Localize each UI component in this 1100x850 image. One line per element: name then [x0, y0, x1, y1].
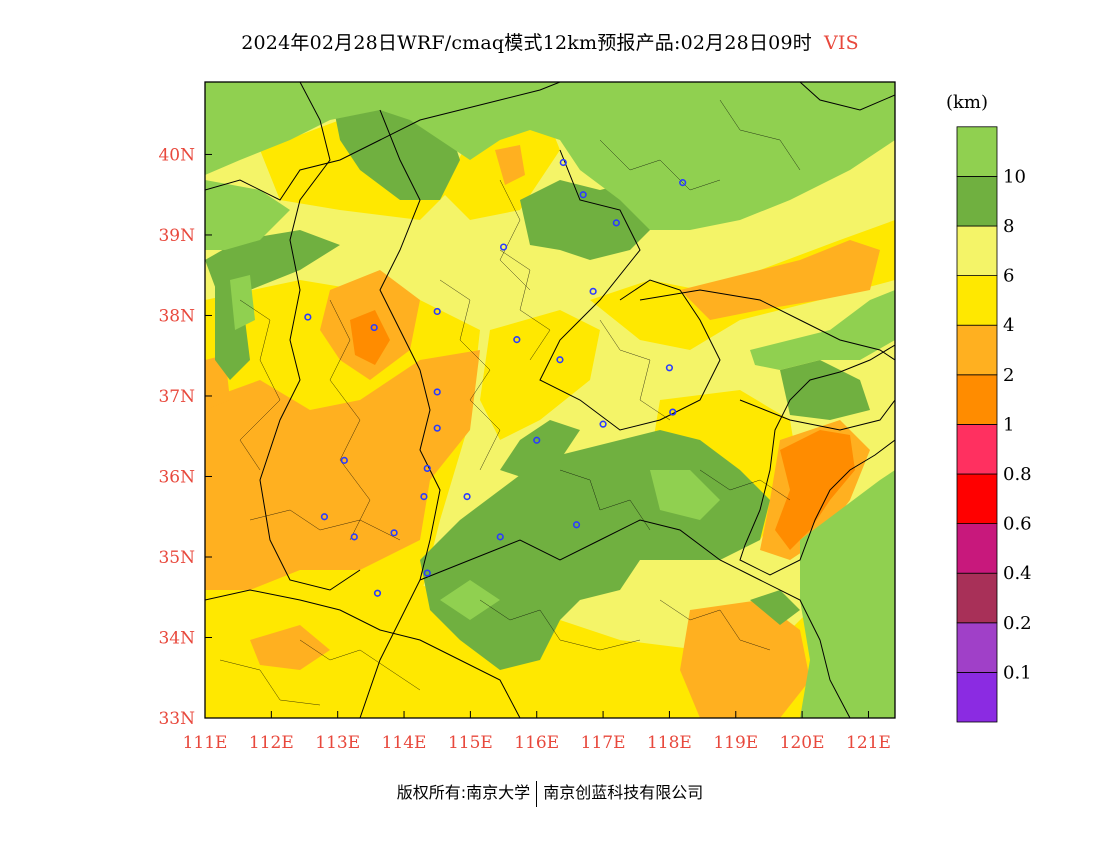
city-marker [579, 191, 587, 199]
y-tick-label: 38N [158, 306, 195, 326]
x-tick-label: 112E [249, 733, 294, 753]
x-tick-label: 113E [315, 733, 360, 753]
y-tick-label: 39N [158, 226, 195, 246]
city-markers [304, 158, 687, 597]
x-tick-label: 117E [581, 733, 626, 753]
city-marker [556, 356, 564, 364]
city-marker [373, 589, 382, 597]
city-marker [533, 436, 541, 444]
y-tick-label: 36N [158, 467, 195, 487]
y-tick-label: 34N [158, 628, 195, 648]
city-marker [320, 513, 329, 521]
legend-color-box [956, 622, 998, 673]
legend-labels: 0.1 0.2 0.4 0.6 0.8 1 2 4 6 8 10 [1003, 166, 1032, 683]
city-marker [669, 408, 677, 416]
city-marker [612, 219, 620, 227]
coastline [739, 344, 895, 576]
city-marker [304, 313, 312, 321]
copyright-footer: 版权所有:南京大学 南京创蓝科技有限公司 [0, 779, 1100, 807]
county-boundaries [219, 99, 801, 706]
x-tick-label: 120E [780, 733, 825, 753]
city-marker [599, 420, 607, 428]
y-tick-label: 37N [158, 387, 195, 407]
footer-copyright: 版权所有:南京大学 [396, 783, 531, 802]
city-marker [423, 464, 431, 473]
city-marker [589, 287, 597, 295]
title-variable: VIS [823, 32, 859, 54]
legend-label: 8 [1003, 216, 1014, 237]
legend-label: 0.8 [1003, 464, 1032, 485]
legend-color-box [956, 523, 998, 574]
city-marker [513, 336, 521, 344]
city-marker [433, 424, 441, 432]
visibility-legend [956, 126, 998, 723]
y-tick-label: 40N [158, 145, 195, 165]
province-boundaries [205, 82, 895, 718]
y-tick-label: 35N [158, 548, 195, 568]
city-marker [433, 388, 441, 396]
legend-color-box [956, 324, 998, 376]
x-tick-label: 114E [382, 733, 427, 753]
city-marker [496, 533, 504, 541]
city-marker [679, 179, 687, 187]
legend-label: 4 [1003, 315, 1014, 336]
x-tick-label: 116E [514, 733, 559, 753]
legend-color-box [956, 374, 998, 425]
city-marker [350, 533, 358, 541]
legend-color-box [956, 572, 998, 624]
legend-label: 0.4 [1003, 563, 1032, 584]
legend-label: 6 [1003, 266, 1014, 287]
legend-label: 10 [1003, 166, 1026, 187]
x-tick-label: 119E [713, 733, 758, 753]
city-marker [390, 529, 398, 537]
city-marker [665, 364, 674, 372]
city-marker [559, 158, 567, 167]
map-frame [204, 81, 896, 719]
legend-label: 0.1 [1003, 662, 1032, 683]
city-marker [572, 521, 581, 529]
legend-color-box [956, 473, 998, 524]
legend-color-box [956, 175, 998, 227]
x-tick-label: 111E [183, 733, 228, 753]
legend-label: 2 [1003, 365, 1014, 386]
city-marker [370, 323, 378, 332]
legend-color-box [956, 126, 998, 177]
legend-unit-label: (km) [946, 92, 988, 113]
x-tick-label: 115E [448, 733, 493, 753]
latitude-axis: 33N 34N 35N 36N 37N 38N 39N 40N [158, 145, 212, 729]
x-tick-label: 118E [647, 733, 692, 753]
city-marker [420, 493, 428, 501]
city-marker [499, 243, 508, 251]
city-marker [340, 456, 348, 464]
city-marker [433, 307, 441, 316]
vis-1-2km-zones [350, 310, 855, 550]
legend-label: 0.6 [1003, 514, 1032, 535]
longitude-axis: 111E 112E 113E 114E 115E 116E 117E 118E 119E 120E… [183, 711, 891, 753]
city-marker [423, 569, 431, 577]
legend-color-box [956, 275, 998, 326]
title-main: 2024年02月28日WRF/cmaq模式12km预报产品:02月28日09时 [241, 32, 812, 54]
legend-label: 1 [1003, 414, 1014, 435]
visibility-map-plot [205, 82, 895, 718]
footer-separator [536, 780, 538, 807]
map-title: 2024年02月28日WRF/cmaq模式12km预报产品:02月28日09时 V… [0, 28, 1100, 55]
footer-company: 南京创蓝科技有限公司 [543, 783, 704, 802]
x-tick-label: 121E [846, 733, 891, 753]
legend-color-box [956, 225, 998, 276]
legend-color-box [956, 672, 998, 723]
city-marker [463, 493, 471, 501]
legend-label: 0.2 [1003, 613, 1032, 634]
y-tick-label: 33N [158, 709, 195, 729]
legend-color-box [956, 423, 998, 475]
